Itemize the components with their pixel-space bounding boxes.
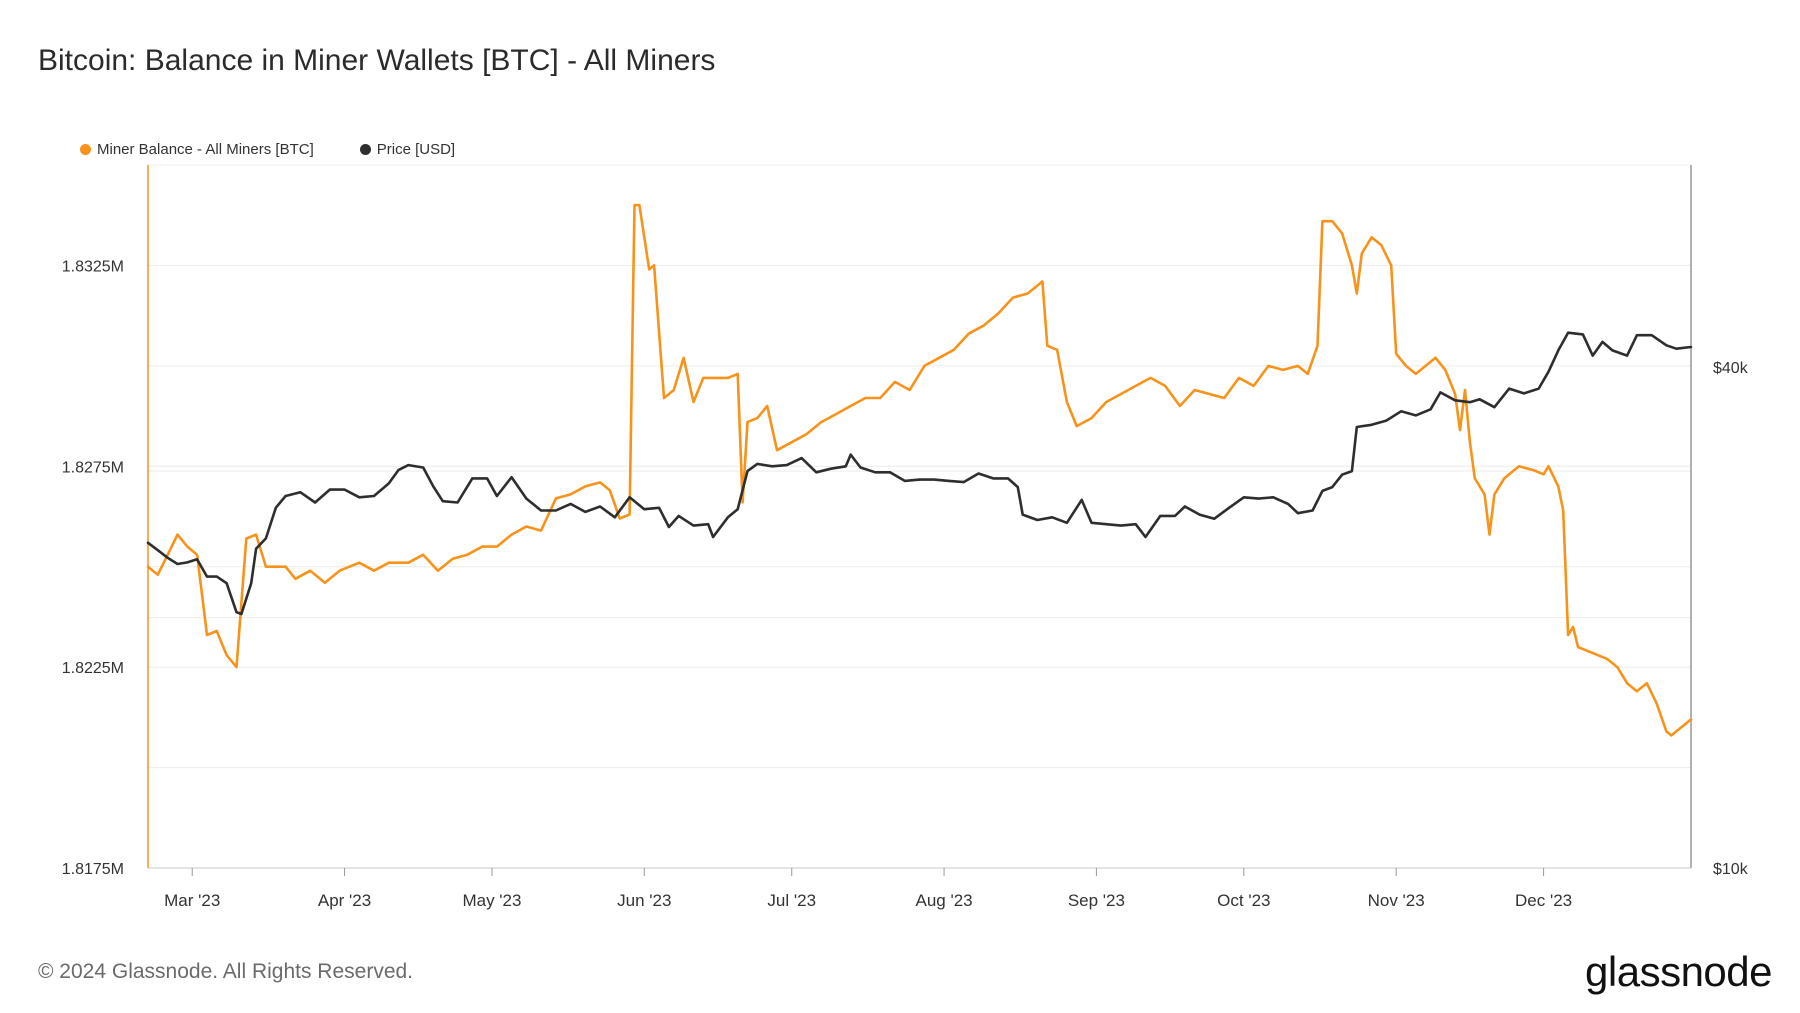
- left-tick-label: 1.8175M: [62, 861, 124, 878]
- copyright-footer: © 2024 Glassnode. All Rights Reserved.: [38, 960, 414, 983]
- left-tick-label: 1.8325M: [62, 258, 124, 275]
- legend-dot-balance-icon: [80, 144, 91, 155]
- right-tick-label: $10k: [1713, 861, 1749, 878]
- series-line-miner-balance: [146, 203, 1693, 737]
- x-tick-label: Jun '23: [617, 891, 671, 910]
- x-tick-label: Aug '23: [915, 891, 972, 910]
- x-tick-label: Mar '23: [164, 891, 220, 910]
- series-line-price: [146, 331, 1693, 616]
- legend-label-price: Price [USD]: [376, 141, 456, 158]
- x-tick-label: Dec '23: [1515, 891, 1572, 910]
- legend-dot-price-icon: [359, 144, 371, 155]
- x-tick-label: Nov '23: [1368, 891, 1425, 910]
- x-tick-label: Sep '23: [1068, 891, 1125, 910]
- x-tick-label: Jul '23: [767, 891, 816, 910]
- right-tick-label: $40k: [1713, 360, 1749, 377]
- legend-label-balance: Miner Balance - All Miners [BTC]: [97, 141, 314, 158]
- x-tick-label: Oct '23: [1217, 891, 1270, 910]
- left-tick-label: 1.8225M: [62, 660, 124, 677]
- legend: Miner Balance - All Miners [BTC] Price […: [80, 141, 455, 158]
- chart-title: Bitcoin: Balance in Miner Wallets [BTC] …: [38, 44, 716, 77]
- legend-item-balance[interactable]: Miner Balance - All Miners [BTC]: [80, 141, 314, 158]
- plot-frame: [147, 164, 1692, 869]
- x-tick-label: May '23: [462, 891, 521, 910]
- legend-item-price[interactable]: Price [USD]: [359, 141, 456, 158]
- x-tick-label: Apr '23: [318, 891, 371, 910]
- glassnode-logo: glassnode: [1585, 948, 1772, 995]
- left-tick-label: 1.8275M: [62, 459, 124, 476]
